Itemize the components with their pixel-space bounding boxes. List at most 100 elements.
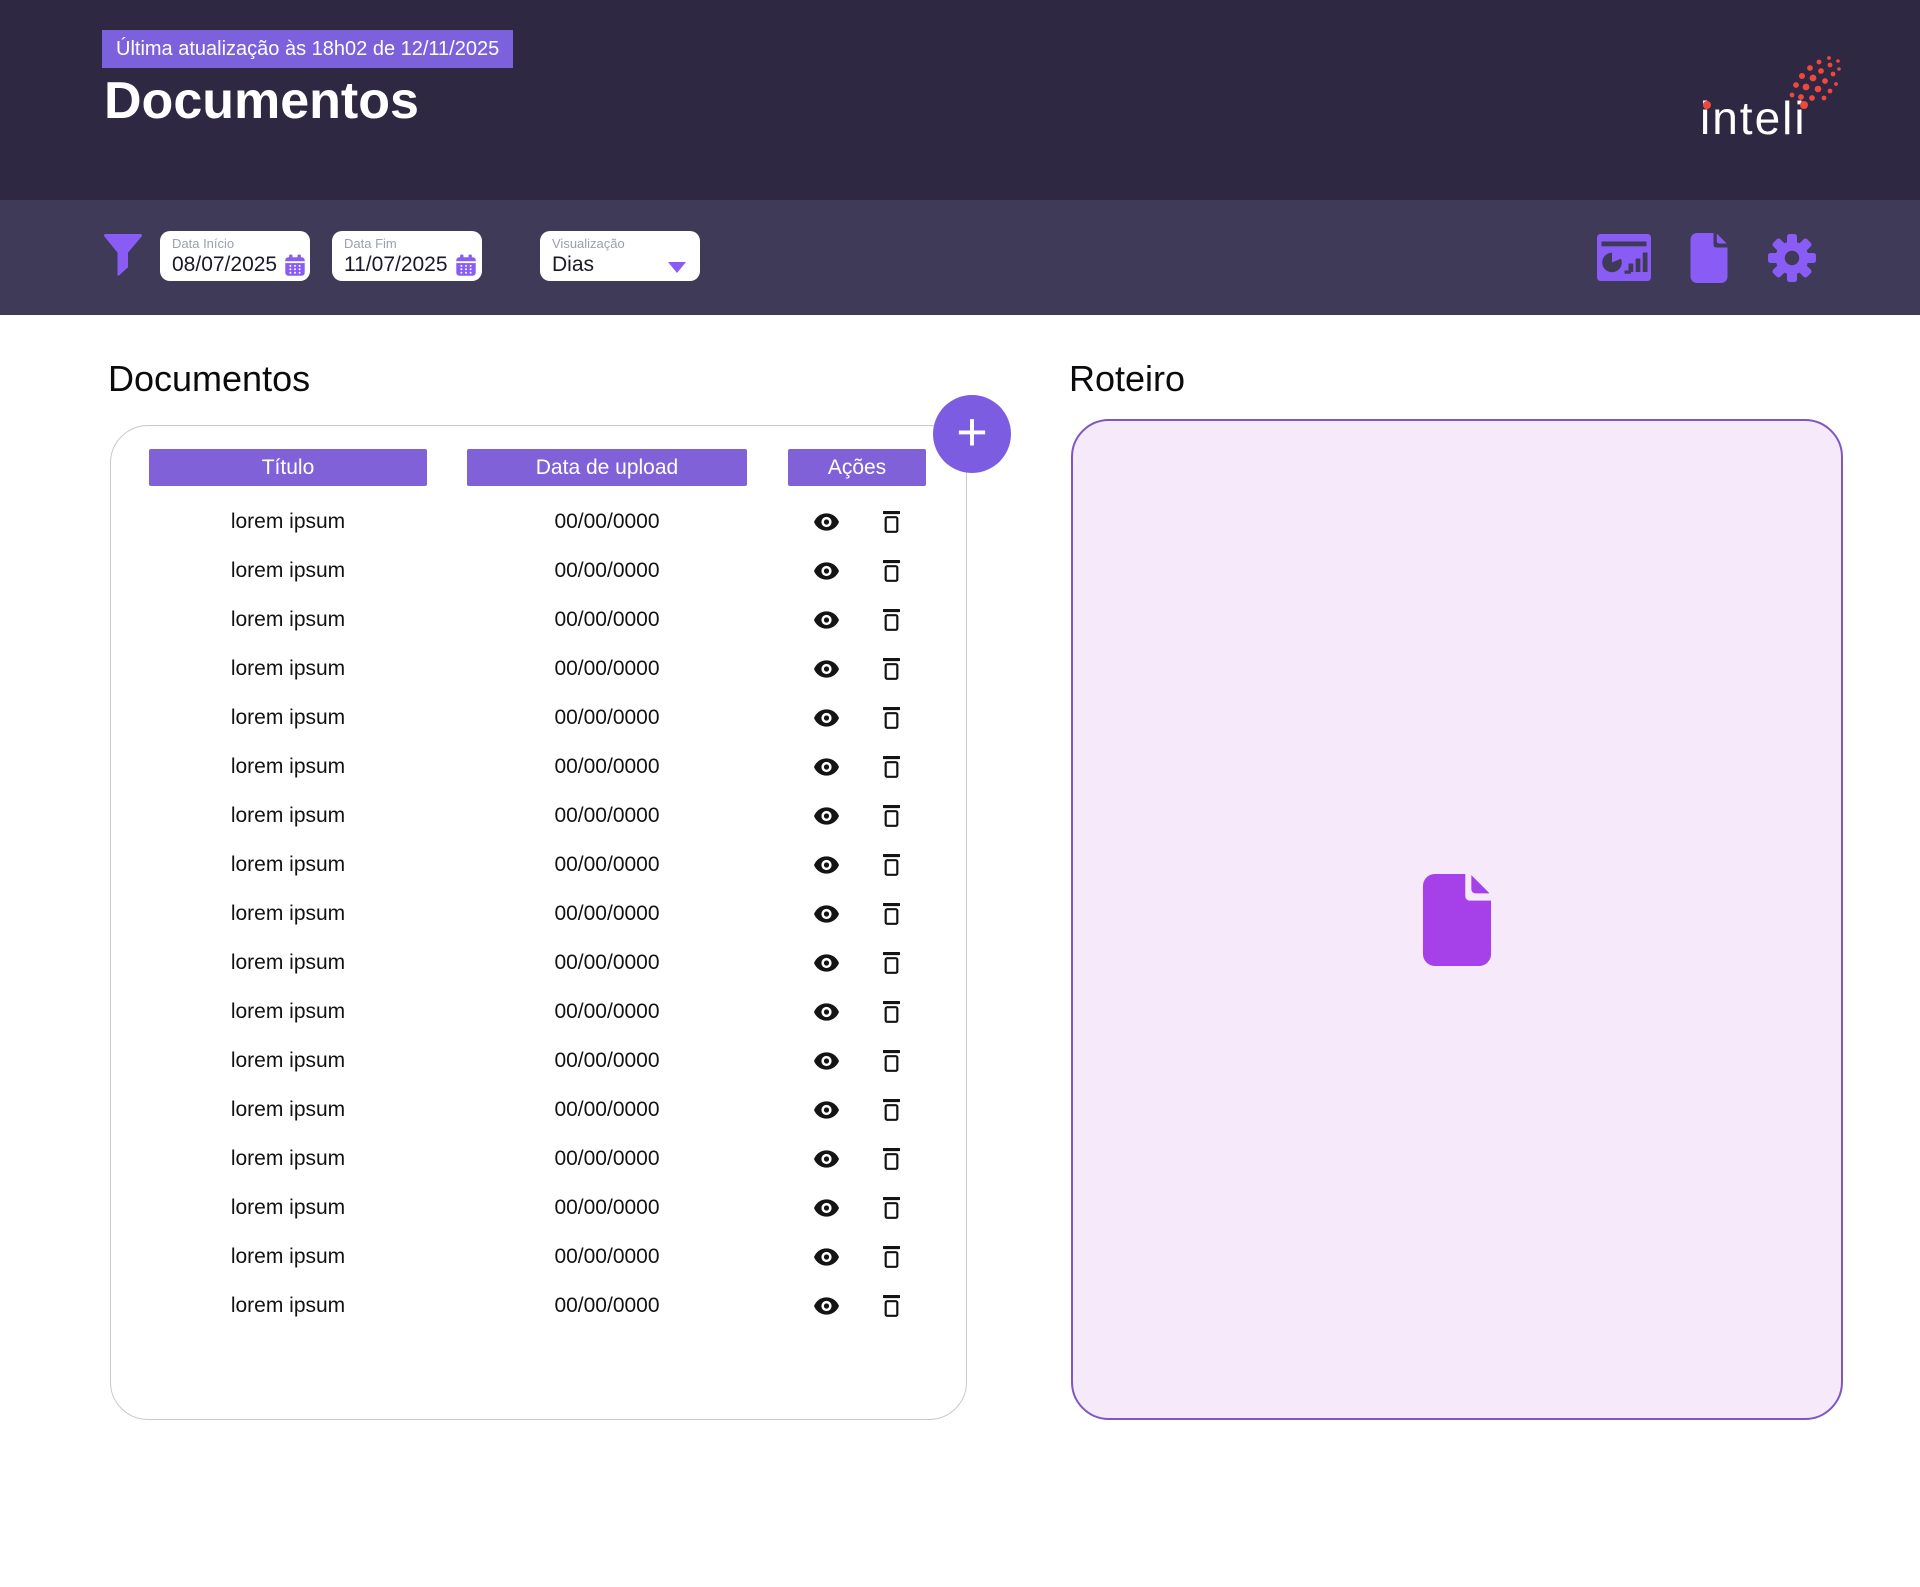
view-button[interactable] xyxy=(814,561,839,580)
row-actions xyxy=(788,1036,926,1085)
delete-button[interactable] xyxy=(883,1245,900,1268)
view-button[interactable] xyxy=(814,1198,839,1217)
row-date: 00/00/0000 xyxy=(554,950,660,974)
view-button[interactable] xyxy=(814,512,839,531)
trash-icon xyxy=(883,804,900,827)
calendar-icon[interactable] xyxy=(283,253,307,278)
delete-button[interactable] xyxy=(883,1147,900,1170)
date-end-value: 11/07/2025 xyxy=(344,253,448,276)
delete-button[interactable] xyxy=(883,657,900,680)
table-row: lorem ipsum 00/00/0000 xyxy=(111,1183,966,1232)
eye-icon xyxy=(814,1149,839,1168)
table-row: lorem ipsum 00/00/0000 xyxy=(111,791,966,840)
trash-icon xyxy=(883,755,900,778)
logo-dot-cluster-icon xyxy=(1789,56,1841,101)
view-button[interactable] xyxy=(814,1100,839,1119)
document-icon[interactable] xyxy=(1689,232,1729,283)
row-title: lorem ipsum xyxy=(230,1146,346,1170)
view-button[interactable] xyxy=(814,659,839,678)
view-button[interactable] xyxy=(814,757,839,776)
view-button[interactable] xyxy=(814,1247,839,1266)
view-button[interactable] xyxy=(814,1002,839,1021)
delete-button[interactable] xyxy=(883,853,900,876)
row-actions xyxy=(788,644,926,693)
eye-icon xyxy=(814,659,839,678)
delete-button[interactable] xyxy=(883,804,900,827)
trash-icon xyxy=(883,559,900,582)
top-header: Última atualização às 18h02 de 12/11/202… xyxy=(0,0,1920,200)
row-title: lorem ipsum xyxy=(230,1244,346,1268)
row-title: lorem ipsum xyxy=(230,705,346,729)
row-date: 00/00/0000 xyxy=(554,558,660,582)
row-title: lorem ipsum xyxy=(230,852,346,876)
delete-button[interactable] xyxy=(883,1196,900,1219)
trash-icon xyxy=(883,1000,900,1023)
row-title: lorem ipsum xyxy=(230,656,346,680)
row-date: 00/00/0000 xyxy=(554,1097,660,1121)
view-select[interactable]: Visualização Dias xyxy=(540,231,700,281)
table-body: lorem ipsum 00/00/0000 xyxy=(111,497,966,1330)
row-date: 00/00/0000 xyxy=(554,999,660,1023)
date-start-field[interactable]: Data Início 08/07/2025 xyxy=(160,231,310,281)
add-document-button[interactable]: + xyxy=(933,395,1011,473)
view-button[interactable] xyxy=(814,1296,839,1315)
eye-icon xyxy=(814,561,839,580)
row-date: 00/00/0000 xyxy=(554,1293,660,1317)
eye-icon xyxy=(814,708,839,727)
dashboard-icon[interactable] xyxy=(1597,234,1651,281)
row-actions xyxy=(788,889,926,938)
table-row: lorem ipsum 00/00/0000 xyxy=(111,742,966,791)
row-date: 00/00/0000 xyxy=(554,754,660,778)
delete-button[interactable] xyxy=(883,755,900,778)
filter-funnel-icon[interactable] xyxy=(104,234,142,277)
eye-icon xyxy=(814,1100,839,1119)
column-header-actions: Ações xyxy=(788,449,926,486)
view-button[interactable] xyxy=(814,904,839,923)
row-title: lorem ipsum xyxy=(230,607,346,631)
row-title: lorem ipsum xyxy=(230,1097,346,1121)
row-actions xyxy=(788,1183,926,1232)
eye-icon xyxy=(814,1051,839,1070)
view-button[interactable] xyxy=(814,708,839,727)
table-row: lorem ipsum 00/00/0000 xyxy=(111,1036,966,1085)
trash-icon xyxy=(883,510,900,533)
date-end-field[interactable]: Data Fim 11/07/2025 xyxy=(332,231,482,281)
table-row: lorem ipsum 00/00/0000 xyxy=(111,546,966,595)
trash-icon xyxy=(883,951,900,974)
view-button[interactable] xyxy=(814,855,839,874)
view-button[interactable] xyxy=(814,1051,839,1070)
row-date: 00/00/0000 xyxy=(554,1146,660,1170)
table-row: lorem ipsum 00/00/0000 xyxy=(111,889,966,938)
table-row: lorem ipsum 00/00/0000 xyxy=(111,595,966,644)
delete-button[interactable] xyxy=(883,559,900,582)
row-title: lorem ipsum xyxy=(230,803,346,827)
settings-icon[interactable] xyxy=(1767,233,1817,283)
view-button[interactable] xyxy=(814,953,839,972)
roteiro-section-title: Roteiro xyxy=(1069,358,1186,399)
logo-i-dot xyxy=(1703,101,1711,109)
document-icon xyxy=(1422,873,1492,966)
view-button[interactable] xyxy=(814,806,839,825)
delete-button[interactable] xyxy=(883,1049,900,1072)
delete-button[interactable] xyxy=(883,608,900,631)
logo-i-dot xyxy=(1800,101,1808,109)
row-actions xyxy=(788,742,926,791)
trash-icon xyxy=(883,706,900,729)
view-button[interactable] xyxy=(814,1149,839,1168)
row-title: lorem ipsum xyxy=(230,754,346,778)
delete-button[interactable] xyxy=(883,1000,900,1023)
view-button[interactable] xyxy=(814,610,839,629)
delete-button[interactable] xyxy=(883,1294,900,1317)
trash-icon xyxy=(883,1147,900,1170)
row-date: 00/00/0000 xyxy=(554,803,660,827)
delete-button[interactable] xyxy=(883,1098,900,1121)
delete-button[interactable] xyxy=(883,706,900,729)
eye-icon xyxy=(814,610,839,629)
toolbar-actions xyxy=(1597,200,1817,315)
delete-button[interactable] xyxy=(883,902,900,925)
documents-section-title: Documentos xyxy=(108,358,311,399)
row-date: 00/00/0000 xyxy=(554,1048,660,1072)
calendar-icon[interactable] xyxy=(454,253,478,278)
delete-button[interactable] xyxy=(883,951,900,974)
delete-button[interactable] xyxy=(883,510,900,533)
